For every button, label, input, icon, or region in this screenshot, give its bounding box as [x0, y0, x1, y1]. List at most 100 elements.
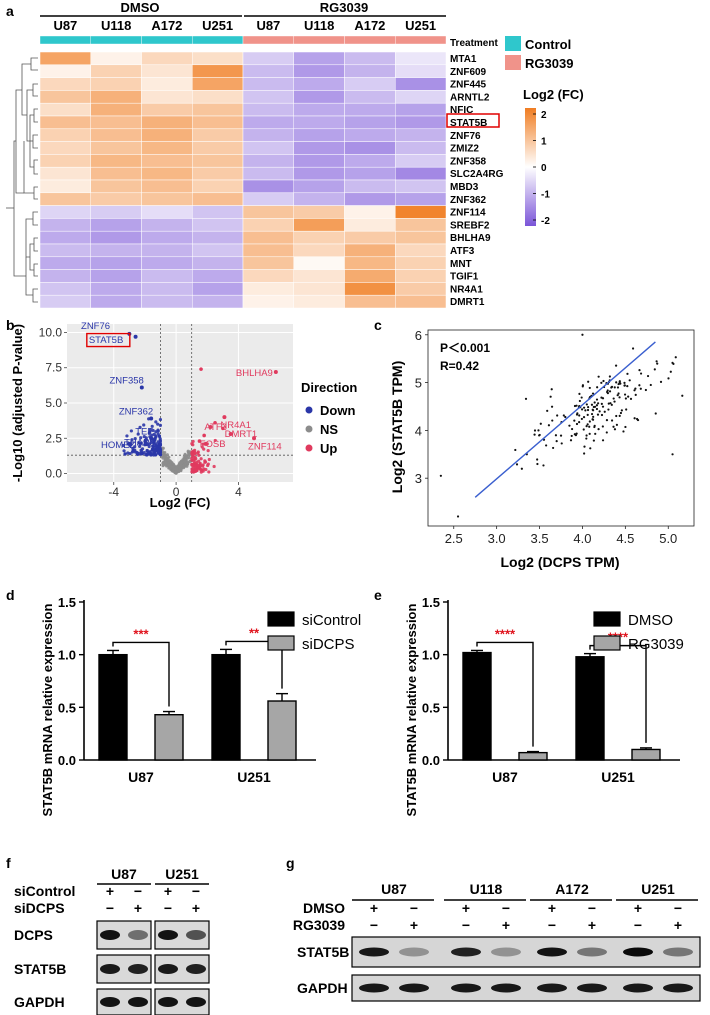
correlation-point: [578, 414, 581, 417]
heatmap-cell: [293, 179, 345, 194]
correlation-point: [550, 405, 554, 408]
correlation-point: [515, 463, 519, 466]
correlation-point: [597, 402, 600, 405]
bar-ytick-label: 0.5: [58, 700, 76, 715]
bar-ytick-label: 1.0: [58, 648, 76, 663]
correlation-point: [550, 388, 553, 391]
heatmap-gene-label: MBD3: [450, 182, 479, 193]
volcano-xtick-label: 0: [173, 485, 180, 499]
legend-swatch-rg3039: [505, 55, 521, 70]
legend-tick-label: 0: [541, 163, 547, 174]
volcano-point-up: [194, 457, 198, 461]
volcano-point-down: [150, 433, 154, 437]
blot-band: [451, 947, 481, 957]
heatmap-gene-label: ZNF76: [450, 131, 481, 142]
correlation-point: [593, 424, 596, 427]
correlation-point: [646, 374, 650, 378]
volcano-point-down: [142, 435, 146, 439]
correlation-point: [672, 362, 675, 366]
heatmap-cell: [90, 90, 142, 104]
heatmap-cell: [242, 128, 294, 142]
volcano-point-down: [156, 422, 160, 426]
heatmap-cell: [141, 243, 193, 258]
correlation-point: [546, 409, 549, 412]
volcano-point-up: [202, 447, 206, 451]
volcano-point-ns: [184, 464, 188, 468]
heatmap-gene-label: SLC2A4RG: [450, 169, 504, 180]
heatmap-cell: [90, 64, 142, 78]
volcano-point-ns: [167, 466, 171, 470]
correlation-point: [591, 418, 595, 421]
correlation-point: [655, 360, 658, 363]
blot-g-sign: +: [634, 900, 642, 916]
legend-scale-title: Log2 (FC): [523, 87, 584, 102]
correlation-point: [600, 413, 604, 417]
heatmap-cell: [293, 64, 345, 78]
correlation-point: [639, 372, 643, 375]
heatmap-cell: [242, 154, 294, 168]
blot-g-sign: −: [370, 917, 378, 933]
correlation-point: [608, 390, 612, 393]
heatmap-cell: [395, 282, 447, 296]
heatmap-cell: [293, 102, 345, 117]
volcano-point-up: [202, 433, 206, 438]
heatmap-cell: [39, 256, 91, 270]
blot-f-sign: +: [192, 900, 200, 916]
volcano-point-down: [148, 428, 153, 432]
correlation-point: [617, 382, 620, 386]
heatmap-cell: [90, 166, 142, 181]
volcano-point-up: [191, 443, 195, 447]
heatmap-cell: [242, 77, 294, 91]
volcano-legend-dot: [305, 444, 313, 452]
volcano-point-labeled: [133, 334, 138, 339]
correlation-point: [597, 428, 600, 431]
heatmap-cell: [395, 192, 447, 206]
volcano-point-up: [191, 468, 196, 472]
correlation-point: [581, 385, 584, 388]
heatmap-cell: [141, 166, 193, 181]
blot-f-sign: −: [164, 900, 172, 916]
correlation-point: [595, 398, 599, 401]
volcano-point-ns: [171, 465, 175, 469]
correlation-point: [605, 431, 608, 434]
row-dendrogram: [6, 57, 38, 303]
blot-band: [128, 997, 148, 1007]
correlation-point: [593, 401, 596, 404]
heatmap-cell: [90, 269, 142, 283]
significance-bracket: [225, 640, 283, 689]
correlation-point: [578, 392, 581, 395]
heatmap-cell: [395, 77, 447, 91]
correlation-point: [592, 415, 595, 418]
volcano-point-up: [221, 426, 225, 431]
volcano-point-down: [158, 442, 163, 446]
significance-bracket: [476, 641, 534, 747]
blot-band: [451, 983, 481, 993]
correlation-point: [638, 369, 641, 372]
correlation-point: [520, 467, 523, 470]
stat5b-highlight-box: [446, 113, 500, 128]
correlation-point: [653, 368, 656, 371]
correlation-point: [549, 395, 552, 398]
legend-tick-label: 1: [541, 137, 547, 148]
heatmap-cell: [242, 141, 294, 155]
blot-g-sign: −: [674, 900, 682, 916]
correlation-point: [644, 388, 647, 392]
heatmap-cell: [344, 294, 396, 309]
volcano-point-up: [191, 449, 196, 453]
volcano-point-down: [133, 450, 138, 454]
correlation-point: [537, 429, 540, 432]
blot-g-group-label: U118: [470, 881, 503, 897]
volcano-point-down: [154, 420, 158, 424]
bar-legend-swatch: [267, 635, 295, 651]
blot-g-sign: −: [502, 900, 510, 916]
correlation-point: [601, 439, 605, 442]
correlation-point: [583, 452, 586, 455]
blot-band: [623, 947, 653, 957]
correlation-point: [539, 422, 542, 425]
bar-category-label: U251: [601, 769, 635, 785]
correlation-point: [639, 387, 642, 390]
volcano-point-ns: [174, 471, 178, 475]
bar-dmso: [575, 656, 605, 761]
heatmap-gene-label: BHLHA9: [450, 233, 491, 244]
